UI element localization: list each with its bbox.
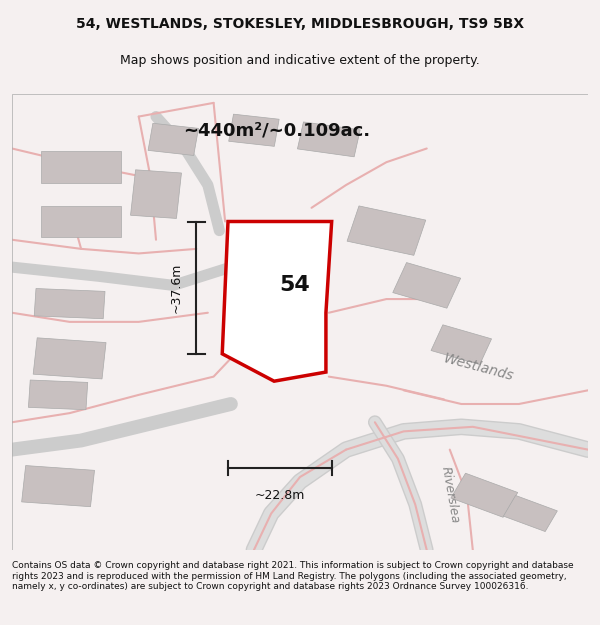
Polygon shape	[451, 473, 518, 518]
Text: Map shows position and indicative extent of the property.: Map shows position and indicative extent…	[120, 54, 480, 68]
Polygon shape	[41, 151, 121, 182]
Polygon shape	[28, 380, 88, 410]
Text: ~37.6m: ~37.6m	[170, 262, 182, 313]
Polygon shape	[347, 206, 426, 256]
Polygon shape	[131, 170, 181, 219]
Polygon shape	[22, 466, 95, 507]
Polygon shape	[431, 325, 491, 364]
Text: ~440m²/~0.109ac.: ~440m²/~0.109ac.	[184, 121, 371, 139]
Text: Riverslea: Riverslea	[439, 466, 461, 525]
Text: 54, WESTLANDS, STOKESLEY, MIDDLESBROUGH, TS9 5BX: 54, WESTLANDS, STOKESLEY, MIDDLESBROUGH,…	[76, 17, 524, 31]
Polygon shape	[393, 262, 461, 308]
Text: 54: 54	[279, 276, 310, 296]
Polygon shape	[34, 289, 105, 319]
Polygon shape	[148, 123, 199, 156]
Polygon shape	[33, 338, 106, 379]
Text: Westlands: Westlands	[442, 351, 515, 384]
Text: ~22.8m: ~22.8m	[254, 489, 305, 502]
Polygon shape	[222, 221, 332, 381]
Polygon shape	[503, 496, 557, 531]
Polygon shape	[229, 114, 279, 146]
Polygon shape	[298, 122, 360, 157]
Polygon shape	[41, 206, 121, 238]
Text: Contains OS data © Crown copyright and database right 2021. This information is : Contains OS data © Crown copyright and d…	[12, 561, 574, 591]
